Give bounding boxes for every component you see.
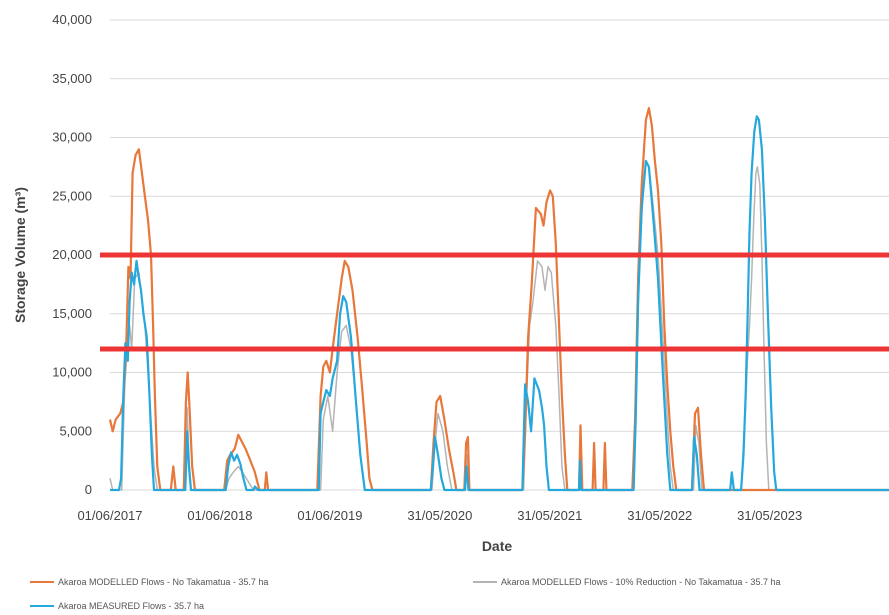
x-tick-label: 01/06/2018 xyxy=(187,508,252,523)
x-tick-label: 31/05/2023 xyxy=(737,508,802,523)
legend: Akaroa MODELLED Flows - No Takamatua - 3… xyxy=(30,577,780,611)
legend-label: Akaroa MODELLED Flows - 10% Reduction - … xyxy=(501,577,780,587)
legend-item: Akaroa MODELLED Flows - No Takamatua - 3… xyxy=(30,577,268,587)
y-tick-label: 40,000 xyxy=(52,12,92,27)
x-tick-label: 31/05/2022 xyxy=(627,508,692,523)
x-tick-labels: 01/06/2017 01/06/2018 01/06/2019 31/05/2020… xyxy=(77,508,802,523)
y-tick-labels: 0 5,000 10,000 15,000 20,000 25,000 30,000 35,0… xyxy=(52,12,92,497)
x-tick-label: 31/05/2020 xyxy=(407,508,472,523)
x-tick-label: 31/05/2021 xyxy=(517,508,582,523)
y-tick-label: 35,000 xyxy=(52,71,92,86)
x-tick-label: 01/06/2017 xyxy=(77,508,142,523)
reference-lines xyxy=(100,252,889,352)
y-tick-label: 5,000 xyxy=(59,423,92,438)
series-line xyxy=(110,115,889,492)
y-tick-label: 20,000 xyxy=(52,247,92,262)
legend-label: Akaroa MEASURED Flows - 35.7 ha xyxy=(58,601,204,611)
y-tick-label: 10,000 xyxy=(52,365,92,380)
series-lines xyxy=(108,106,889,492)
y-tick-label: 0 xyxy=(85,482,92,497)
legend-item: Akaroa MEASURED Flows - 35.7 ha xyxy=(30,601,204,611)
y-axis-title: Storage Volume (m³) xyxy=(12,187,28,323)
x-tick-label: 01/06/2019 xyxy=(297,508,362,523)
y-tick-label: 25,000 xyxy=(52,188,92,203)
y-tick-label: 30,000 xyxy=(52,130,92,145)
x-axis-title: Date xyxy=(482,538,513,554)
legend-item: Akaroa MODELLED Flows - 10% Reduction - … xyxy=(473,577,780,587)
y-tick-label: 15,000 xyxy=(52,306,92,321)
legend-label: Akaroa MODELLED Flows - No Takamatua - 3… xyxy=(58,577,268,587)
